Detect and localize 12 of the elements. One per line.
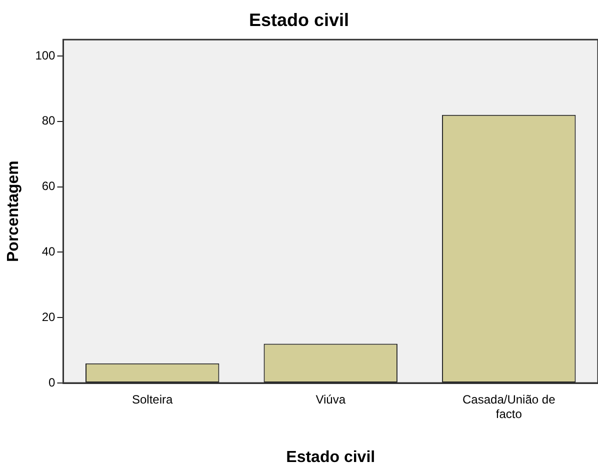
x-tick-label: Solteira	[132, 392, 174, 407]
y-tick-label: 60	[42, 179, 56, 194]
y-tick-label: 40	[42, 244, 56, 258]
y-tick-label: 80	[42, 114, 56, 128]
x-axis-title: Estado civil	[286, 448, 376, 466]
x-tick-label: Casada/União de facto	[462, 392, 556, 421]
y-tick-label: 20	[42, 310, 56, 324]
y-tick-label: 100	[35, 48, 56, 62]
x-tick-label: Viúva	[316, 392, 346, 407]
chart-title: Estado civil	[248, 10, 350, 30]
y-axis-title: Porcentagem	[5, 160, 22, 262]
y-tick-label: 0	[48, 375, 56, 390]
